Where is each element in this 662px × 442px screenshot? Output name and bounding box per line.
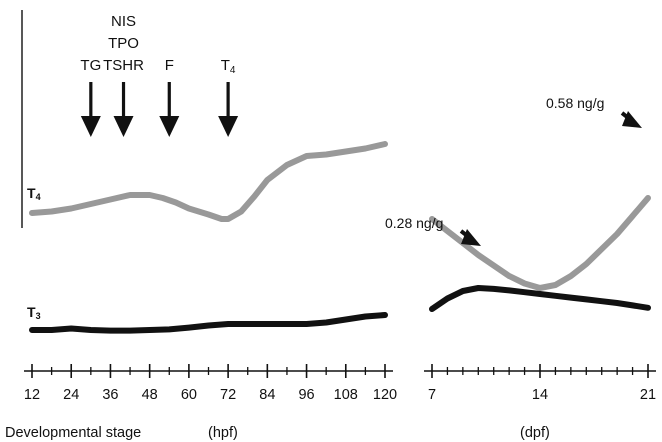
x-axes: 12 24 36 48 60 72 84 96 108 120 7 14 21 [24, 364, 656, 403]
event-arrow-head [159, 116, 180, 137]
annotation-arrow-head [622, 111, 642, 128]
right-t4-line [429, 195, 651, 291]
event-arrow-label: T4 [221, 57, 236, 76]
right-x-tick-label: 14 [532, 387, 548, 403]
annotation-t3-peak: 0.28 ng/g [385, 215, 443, 231]
left-x-tick-label: 120 [373, 387, 397, 403]
event-arrows: TG NIS TPO TSHR F T4 [80, 13, 239, 137]
event-arrow-label: TSHR [103, 57, 144, 74]
left-x-tick-label: 12 [24, 387, 40, 403]
right-t3-line [429, 285, 651, 312]
annotation-arrow-head [461, 229, 481, 246]
right-x-tick-label: 7 [428, 387, 436, 403]
left-t4-line [29, 141, 388, 222]
left-x-tick-label: 48 [142, 387, 158, 403]
series-label-t3: T3 [27, 304, 41, 321]
left-x-tick-label: 24 [63, 387, 79, 403]
event-arrow-label: NIS [111, 13, 136, 30]
event-arrow-head [113, 116, 134, 137]
right-x-tick-label: 21 [640, 387, 656, 403]
event-arrow-label: TG [80, 57, 101, 74]
series-lines [29, 141, 651, 334]
left-x-tick-label: 84 [259, 387, 275, 403]
event-arrow-head [80, 116, 101, 137]
event-arrow-label: F [165, 57, 174, 74]
annotations: 0.58 ng/g 0.28 ng/g [385, 95, 642, 246]
x-axis-label: Developmental stage [5, 425, 141, 441]
left-x-tick-label: 36 [102, 387, 118, 403]
annotation-t4-peak: 0.58 ng/g [546, 95, 604, 111]
series-label-t4: T4 [27, 185, 41, 202]
left-t3-line [29, 312, 388, 334]
left-x-tick-label: 60 [181, 387, 197, 403]
x-axis-unit-right: (dpf) [520, 425, 550, 441]
x-axis-unit-left: (hpf) [208, 425, 238, 441]
event-arrow-head [218, 116, 239, 137]
left-x-tick-label: 72 [220, 387, 236, 403]
left-x-tick-label: 108 [334, 387, 358, 403]
event-arrow-label: TPO [108, 35, 139, 52]
left-x-tick-label: 96 [298, 387, 314, 403]
